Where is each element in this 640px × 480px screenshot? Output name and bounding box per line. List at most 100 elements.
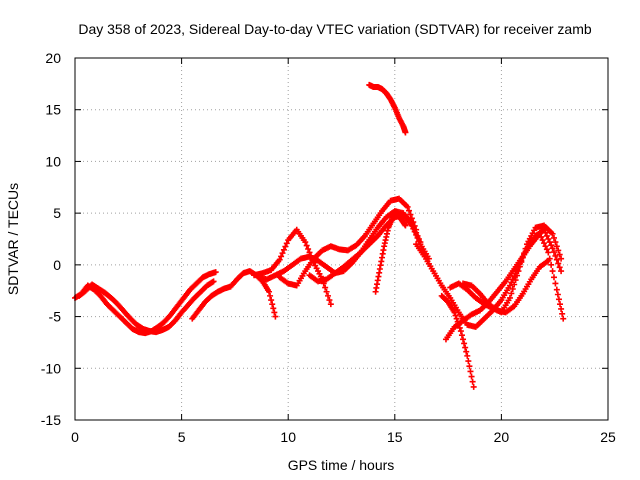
data-point xyxy=(553,256,560,263)
data-point xyxy=(410,225,417,232)
data-point xyxy=(545,257,552,264)
data-point xyxy=(464,352,471,359)
data-point xyxy=(303,242,310,249)
series-arc-10 xyxy=(413,226,565,330)
data-point xyxy=(541,240,548,247)
data-point xyxy=(270,305,277,312)
data-point xyxy=(515,268,522,275)
data-point xyxy=(280,246,287,253)
data-point xyxy=(550,274,557,281)
data-point xyxy=(521,250,528,257)
data-point xyxy=(543,246,550,253)
x-tick-label: 10 xyxy=(280,429,296,445)
data-point xyxy=(323,288,330,295)
data-point xyxy=(508,290,515,297)
data-point xyxy=(462,344,469,351)
chart-title: Day 358 of 2023, Sidereal Day-to-day VTE… xyxy=(78,21,591,37)
data-point xyxy=(556,264,563,271)
data-point xyxy=(413,231,420,238)
data-point xyxy=(545,249,552,256)
series-arc-8 xyxy=(372,211,409,295)
y-tick-label: 0 xyxy=(53,257,61,273)
data-point xyxy=(276,256,283,263)
data-point xyxy=(546,239,553,246)
data-point xyxy=(514,272,521,279)
data-point xyxy=(539,237,546,244)
x-tick-label: 25 xyxy=(600,429,616,445)
data-point xyxy=(272,313,279,320)
data-point xyxy=(549,268,556,275)
data-point xyxy=(557,301,564,308)
y-tick-label: -10 xyxy=(41,360,61,376)
data-point xyxy=(469,378,476,385)
data-point xyxy=(470,383,477,390)
data-point xyxy=(269,301,276,308)
data-point xyxy=(555,260,562,267)
data-point xyxy=(452,312,459,319)
data-point xyxy=(411,228,418,235)
data-point xyxy=(271,309,278,316)
series-arc-2 xyxy=(76,278,217,336)
data-point xyxy=(506,294,513,301)
data-point xyxy=(402,222,409,229)
plot-frame xyxy=(74,57,609,421)
data-point xyxy=(545,236,552,242)
data-point xyxy=(210,278,217,285)
data-point xyxy=(408,215,415,222)
y-tick-label: 20 xyxy=(45,50,61,66)
data-point xyxy=(558,305,565,312)
data-point xyxy=(552,280,559,287)
y-tick-label: -15 xyxy=(41,412,61,428)
data-point xyxy=(451,309,458,316)
data-point xyxy=(548,242,555,249)
data-point xyxy=(509,285,516,292)
data-point xyxy=(407,211,414,218)
data-point xyxy=(302,239,309,246)
data-point xyxy=(553,286,560,293)
data-point xyxy=(327,301,334,308)
y-tick-label: 15 xyxy=(45,102,61,118)
data-point xyxy=(324,292,331,299)
data-point xyxy=(553,243,560,250)
data-point xyxy=(549,245,556,252)
data-point xyxy=(536,230,543,237)
data-point xyxy=(555,247,562,254)
data-point xyxy=(268,297,275,304)
data-point xyxy=(326,297,333,304)
data-point xyxy=(560,315,567,322)
data-point xyxy=(506,282,513,289)
data-point xyxy=(467,368,474,375)
y-tick-label: -5 xyxy=(49,309,62,325)
data-point xyxy=(543,232,550,239)
data-point xyxy=(511,281,518,288)
x-tick-label: 20 xyxy=(494,429,510,445)
data-point xyxy=(559,310,566,317)
data-point xyxy=(279,250,286,257)
data-point xyxy=(512,277,519,284)
series-arc-9 xyxy=(366,81,409,136)
x-axis-label: GPS time / hours xyxy=(288,457,395,473)
data-point xyxy=(305,245,312,252)
data-point xyxy=(548,261,555,268)
data-point xyxy=(552,252,559,259)
data-point xyxy=(282,243,289,250)
series-arc-14 xyxy=(460,257,552,316)
data-point xyxy=(558,255,565,262)
data-point xyxy=(414,234,421,241)
data-point xyxy=(550,249,557,256)
y-tick-label: 10 xyxy=(45,153,61,169)
data-point xyxy=(555,296,562,303)
data-point xyxy=(516,263,523,270)
data-point xyxy=(542,243,549,250)
x-tick-label: 15 xyxy=(387,429,403,445)
data-point xyxy=(406,207,413,214)
data-point xyxy=(322,284,329,291)
data-point xyxy=(283,240,290,247)
data-point xyxy=(402,129,409,136)
series-arc-1 xyxy=(72,269,219,337)
data-point xyxy=(518,259,525,266)
series-arc-4 xyxy=(251,226,334,308)
y-tick-label: 5 xyxy=(53,205,61,221)
data-point xyxy=(468,373,475,380)
